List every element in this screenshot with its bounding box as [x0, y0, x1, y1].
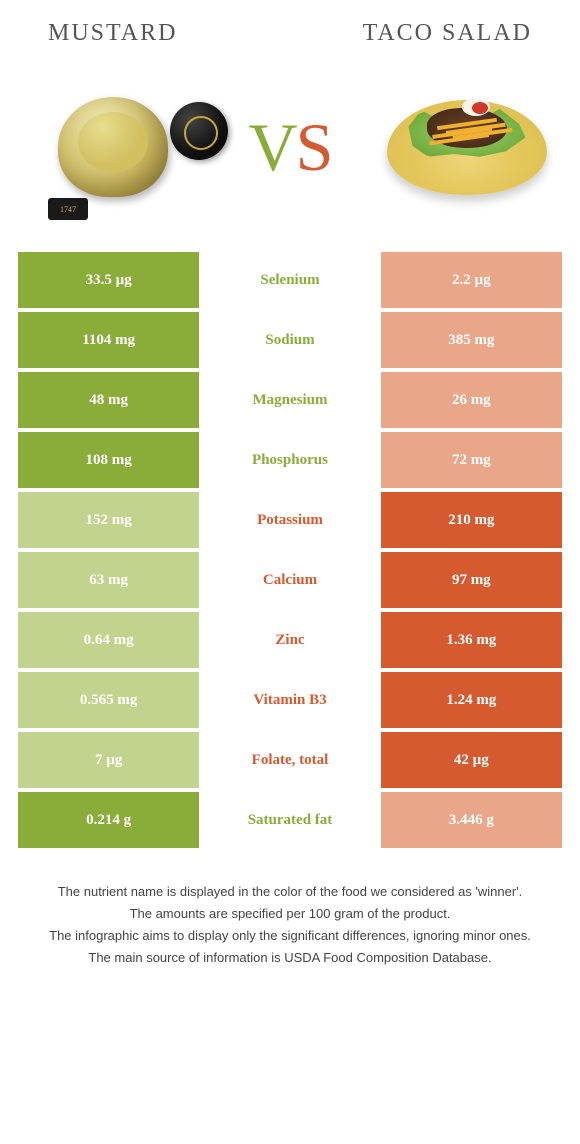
mustard-image: 1747 — [28, 82, 198, 212]
nutrient-name: Sodium — [199, 312, 380, 368]
right-value: 1.24 mg — [381, 672, 562, 728]
table-row: 108 mgPhosphorus72 mg — [18, 432, 562, 488]
left-value: 152 mg — [18, 492, 199, 548]
left-value: 63 mg — [18, 552, 199, 608]
mustard-label: 1747 — [48, 198, 88, 220]
table-row: 0.64 mgZinc1.36 mg — [18, 612, 562, 668]
vs-s: S — [296, 109, 332, 185]
right-value: 385 mg — [381, 312, 562, 368]
table-row: 63 mgCalcium97 mg — [18, 552, 562, 608]
left-value: 108 mg — [18, 432, 199, 488]
left-value: 0.565 mg — [18, 672, 199, 728]
taco-tomato-icon — [472, 102, 488, 114]
right-value: 42 µg — [381, 732, 562, 788]
mustard-jar-icon — [58, 97, 168, 197]
table-row: 33.5 µgSelenium2.2 µg — [18, 252, 562, 308]
taco-image — [382, 82, 552, 212]
left-value: 33.5 µg — [18, 252, 199, 308]
nutrient-name: Zinc — [199, 612, 380, 668]
left-value: 0.214 g — [18, 792, 199, 848]
nutrient-name: Potassium — [199, 492, 380, 548]
footnote-line: The main source of information is USDA F… — [26, 948, 554, 968]
infographic-container: Mustard Taco Salad 1747 VS 33.5 µgSeleni… — [0, 0, 580, 969]
right-value: 1.36 mg — [381, 612, 562, 668]
right-value: 3.446 g — [381, 792, 562, 848]
table-row: 152 mgPotassium210 mg — [18, 492, 562, 548]
footnote-line: The infographic aims to display only the… — [26, 926, 554, 946]
nutrient-name: Vitamin B3 — [199, 672, 380, 728]
left-value: 7 µg — [18, 732, 199, 788]
images-row: 1747 VS — [18, 82, 562, 212]
table-row: 0.214 gSaturated fat3.446 g — [18, 792, 562, 848]
right-value: 2.2 µg — [381, 252, 562, 308]
table-row: 7 µgFolate, total42 µg — [18, 732, 562, 788]
nutrient-table: 33.5 µgSelenium2.2 µg1104 mgSodium385 mg… — [18, 252, 562, 848]
right-value: 97 mg — [381, 552, 562, 608]
nutrient-name: Calcium — [199, 552, 380, 608]
table-row: 0.565 mgVitamin B31.24 mg — [18, 672, 562, 728]
vs-label: VS — [249, 113, 332, 181]
table-row: 1104 mgSodium385 mg — [18, 312, 562, 368]
mustard-lid-icon — [170, 102, 228, 160]
nutrient-name: Folate, total — [199, 732, 380, 788]
nutrient-name: Selenium — [199, 252, 380, 308]
nutrient-name: Phosphorus — [199, 432, 380, 488]
footnotes: The nutrient name is displayed in the co… — [18, 882, 562, 969]
food-left-title: Mustard — [48, 20, 177, 47]
left-value: 0.64 mg — [18, 612, 199, 668]
nutrient-name: Magnesium — [199, 372, 380, 428]
footnote-line: The amounts are specified per 100 gram o… — [26, 904, 554, 924]
food-right-title: Taco Salad — [363, 20, 532, 47]
right-value: 26 mg — [381, 372, 562, 428]
right-value: 72 mg — [381, 432, 562, 488]
vs-v: V — [249, 109, 296, 185]
left-value: 48 mg — [18, 372, 199, 428]
taco-shell-icon — [387, 100, 547, 195]
footnote-line: The nutrient name is displayed in the co… — [26, 882, 554, 902]
header-row: Mustard Taco Salad — [18, 20, 562, 47]
nutrient-name: Saturated fat — [199, 792, 380, 848]
table-row: 48 mgMagnesium26 mg — [18, 372, 562, 428]
right-value: 210 mg — [381, 492, 562, 548]
left-value: 1104 mg — [18, 312, 199, 368]
